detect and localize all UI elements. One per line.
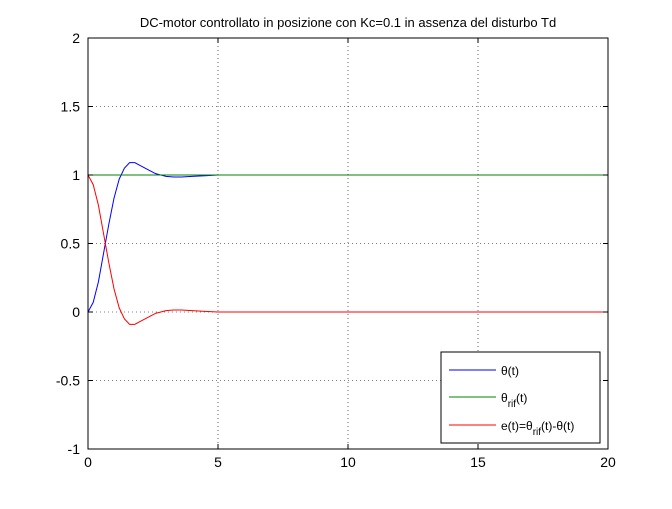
legend-label-0: θ(t) [501,364,519,378]
x-tick-label: 5 [214,454,222,470]
legend-text: (t)-θ(t) [541,419,574,433]
legend-text: θ [501,391,508,405]
y-tick-label: 2 [72,30,80,46]
y-tick-label: 0.5 [61,236,81,252]
legend-subscript: rif [533,427,542,438]
y-tick-label: 0 [72,304,80,320]
x-tick-label: 20 [600,454,616,470]
y-tick-label: -0.5 [56,373,80,389]
series-line-2 [87,174,608,325]
x-tick-label: 0 [84,454,92,470]
legend-text: e(t)=θ [501,419,533,433]
y-tick-label: -1 [68,441,81,457]
x-tick-label: 10 [340,454,356,470]
chart-title: DC-motor controllato in posizione con Kc… [140,15,556,30]
legend-text: (t) [516,391,527,405]
legend-text: θ(t) [501,364,519,378]
series-layer [87,162,608,325]
legend-label-2: e(t)=θrif(t)-θ(t) [501,419,574,438]
tick-layer: 0 5 10 15 20 -1 -0.5 0 0.5 1 1.5 2 [56,30,616,470]
x-tick-label: 15 [470,454,486,470]
legend-label-1: θrif(t) [501,391,527,410]
y-tick-label: 1.5 [61,99,81,115]
legend-subscript: rif [508,399,517,410]
y-tick-label: 1 [72,167,80,183]
legend: θ(t)θrif(t)e(t)=θrif(t)-θ(t) [440,351,601,444]
